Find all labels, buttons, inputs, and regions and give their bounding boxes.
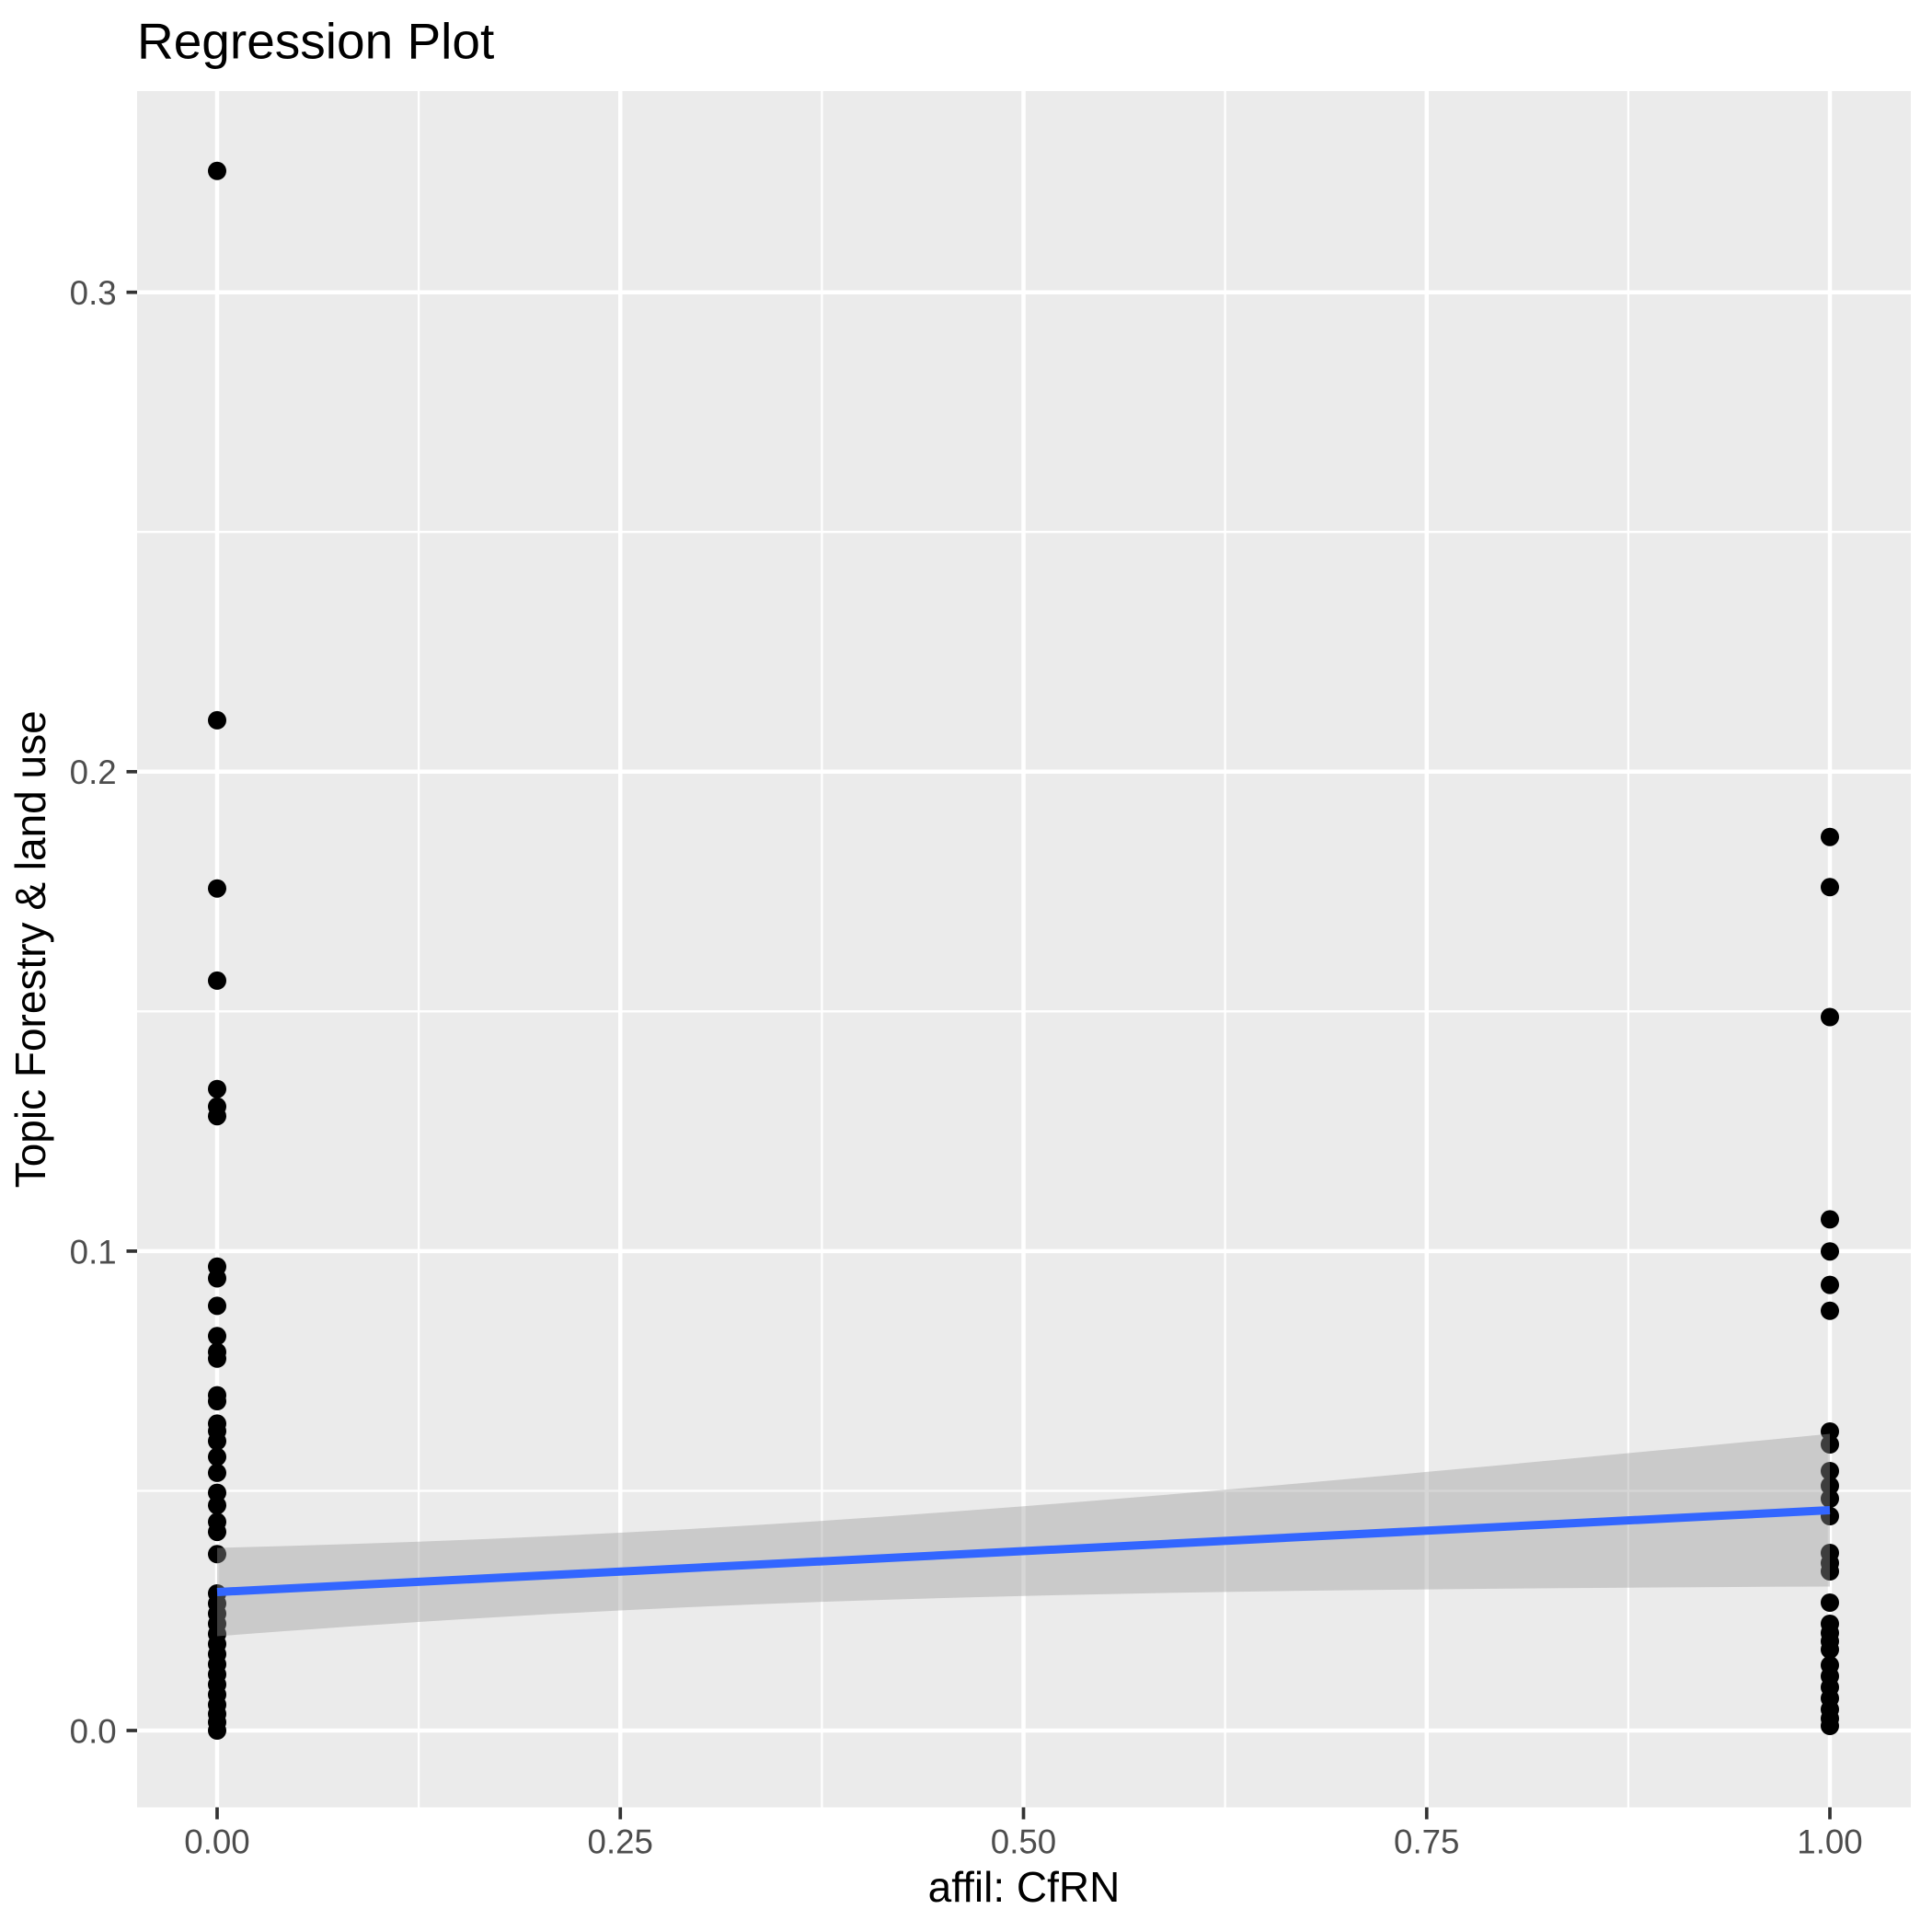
svg-text:Regression Plot: Regression Plot <box>137 12 494 69</box>
svg-text:1.00: 1.00 <box>1797 1823 1862 1860</box>
svg-text:0.75: 0.75 <box>1394 1823 1459 1860</box>
svg-text:Topic Forestry & land use: Topic Forestry & land use <box>6 710 54 1188</box>
svg-text:affil: CfRN: affil: CfRN <box>928 1863 1121 1911</box>
svg-text:0.3: 0.3 <box>70 274 117 312</box>
svg-text:0.1: 0.1 <box>70 1233 117 1271</box>
svg-text:0.50: 0.50 <box>991 1823 1056 1860</box>
svg-text:0.0: 0.0 <box>70 1712 117 1750</box>
svg-text:0.25: 0.25 <box>588 1823 653 1860</box>
svg-text:0.2: 0.2 <box>70 753 117 791</box>
svg-text:0.00: 0.00 <box>184 1823 249 1860</box>
